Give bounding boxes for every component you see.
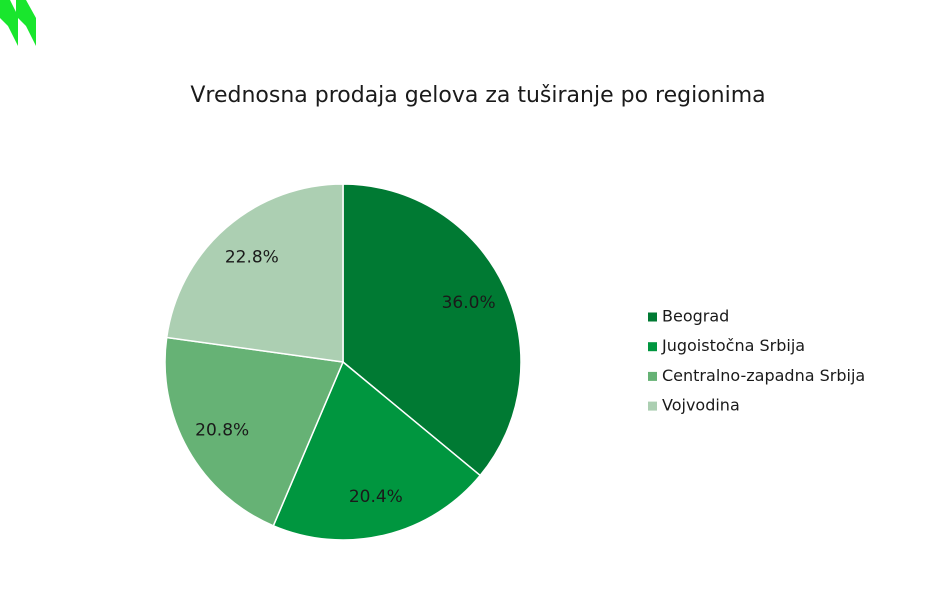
legend-label: Vojvodina — [662, 396, 740, 415]
legend-label: Centralno-zapadna Srbija — [662, 366, 865, 385]
legend-swatch — [648, 401, 657, 411]
legend-label: Beograd — [662, 307, 729, 326]
data-label: 20.4% — [349, 487, 403, 507]
legend-swatch — [648, 371, 657, 381]
data-label: 20.8% — [195, 420, 249, 440]
data-label: 22.8% — [225, 247, 279, 267]
pie-slice — [165, 183, 344, 363]
logo — [0, 0, 36, 46]
data-label: 36.0% — [442, 293, 496, 313]
legend-swatch — [648, 342, 657, 352]
legend-label: Jugoistočna Srbija — [661, 336, 805, 355]
pie-slice — [272, 360, 482, 541]
legend-swatch — [648, 312, 657, 322]
pie-slice — [342, 183, 522, 477]
chart-title: Vrednosna prodaja gelova za tuširanje po… — [190, 83, 765, 108]
pie-slice — [164, 336, 345, 527]
